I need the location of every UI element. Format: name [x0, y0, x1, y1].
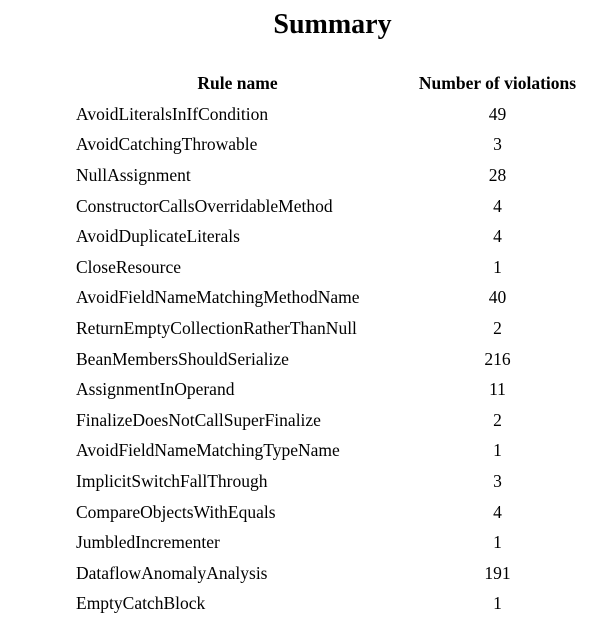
violation-count: 4 [493, 226, 502, 247]
violation-count: 4 [493, 195, 502, 216]
rule-name: DataflowAnomalyAnalysis [76, 562, 268, 583]
header-row: Rule name Number of violations [70, 68, 590, 99]
violation-count: 3 [493, 471, 502, 492]
table-row: AvoidFieldNameMatchingMethodName 40 [70, 282, 590, 313]
violation-count: 2 [493, 409, 502, 430]
table-row: JumbledIncrementer 1 [70, 527, 590, 558]
violation-count: 3 [493, 134, 502, 155]
table-row: AvoidCatchingThrowable 3 [70, 129, 590, 160]
table-row: ConstructorCallsOverridableMethod 4 [70, 190, 590, 221]
rule-name: AvoidFieldNameMatchingTypeName [76, 440, 340, 461]
violation-count: 11 [489, 379, 506, 400]
rule-name: FinalizeDoesNotCallSuperFinalize [76, 409, 321, 430]
table-row: BeanMembersShouldSerialize 216 [70, 343, 590, 374]
table-row: CompareObjectsWithEquals 4 [70, 496, 590, 527]
violation-count: 1 [493, 256, 502, 277]
rule-name: ImplicitSwitchFallThrough [76, 471, 268, 492]
violation-count: 191 [484, 562, 511, 583]
rule-name: AvoidDuplicateLiterals [76, 226, 240, 247]
rule-name: AvoidFieldNameMatchingMethodName [76, 287, 360, 308]
table-row: EmptyCatchBlock 1 [70, 588, 590, 619]
rule-name: EmptyCatchBlock [76, 593, 206, 614]
table-row: FinalizeDoesNotCallSuperFinalize 2 [70, 405, 590, 436]
rule-name: JumbledIncrementer [76, 532, 220, 553]
violation-count: 2 [493, 318, 502, 339]
violation-count: 4 [493, 501, 502, 522]
table-row: AssignmentInOperand 11 [70, 374, 590, 405]
violation-count: 1 [493, 440, 502, 461]
violation-count: 1 [493, 593, 502, 614]
table-row: NullAssignment 28 [70, 160, 590, 191]
violation-count: 49 [488, 103, 507, 124]
rule-name: AvoidLiteralsInIfCondition [76, 103, 269, 124]
violation-count: 1 [493, 532, 502, 553]
title: Summary [273, 9, 392, 40]
violation-count: 216 [484, 348, 511, 369]
violation-count: 40 [488, 287, 507, 308]
violation-count: 28 [488, 165, 507, 186]
rule-name: NullAssignment [76, 165, 191, 186]
table-row: CloseResource 1 [70, 252, 590, 283]
rule-name: BeanMembersShouldSerialize [76, 348, 289, 369]
rule-name: CompareObjectsWithEquals [76, 501, 276, 522]
rule-name: ConstructorCallsOverridableMethod [76, 195, 333, 216]
table-row: DataflowAnomalyAnalysis 191 [70, 558, 590, 589]
rule-name: AssignmentInOperand [76, 379, 235, 400]
table-row: AvoidLiteralsInIfCondition 49 [70, 99, 590, 130]
column-header: Number of violations [418, 73, 577, 94]
summary-table: Rule name Number of violations AvoidLite… [70, 68, 590, 619]
table-row: AvoidDuplicateLiterals 4 [70, 221, 590, 252]
column-header: Rule name [197, 73, 278, 94]
table-row: ReturnEmptyCollectionRatherThanNull 2 [70, 313, 590, 344]
table-row: ImplicitSwitchFallThrough 3 [70, 466, 590, 497]
rule-name: ReturnEmptyCollectionRatherThanNull [76, 318, 357, 339]
rule-name: CloseResource [76, 256, 181, 277]
table-row: AvoidFieldNameMatchingTypeName 1 [70, 435, 590, 466]
table-body: AvoidLiteralsInIfCondition 49 AvoidCatchin… [70, 99, 590, 619]
rule-name: AvoidCatchingThrowable [76, 134, 258, 155]
